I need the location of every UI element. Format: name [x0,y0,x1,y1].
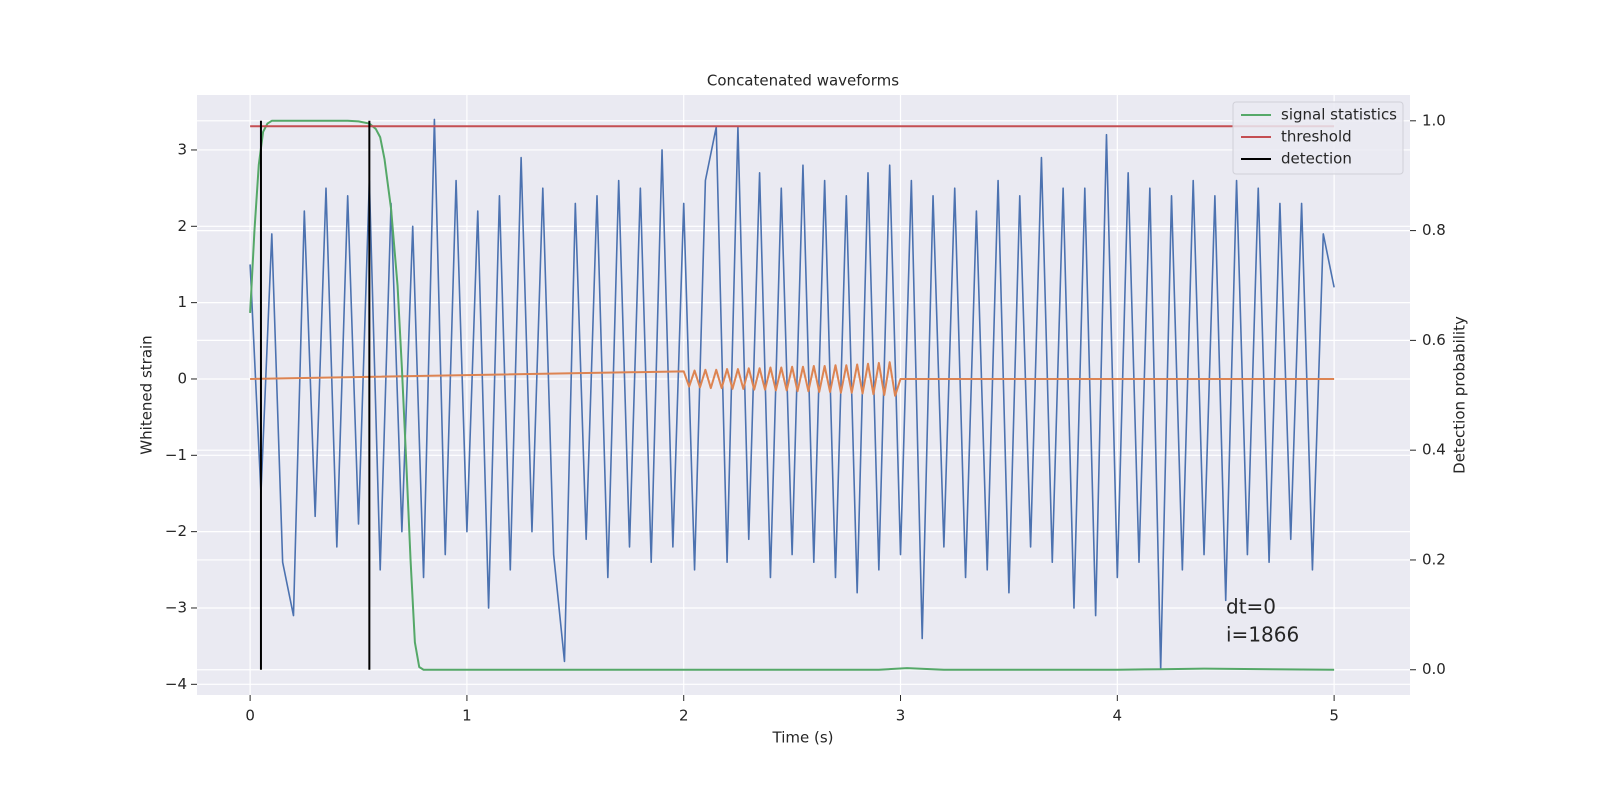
y-tick-label: 2 [177,217,187,235]
legend-label: threshold [1281,128,1352,146]
chart-title: Concatenated waveforms [707,72,899,90]
axes: 0 1 2 3 4 5 −4 −3 −2 −1 0 1 2 3 0.0 0.2 0.4 0.6 0.8 1.0 [165,111,1446,724]
y2-tick-label: 1.0 [1422,111,1446,129]
x-tick-label: 5 [1329,707,1339,725]
annotation: i=1866 [1226,623,1299,647]
y2-axis-label: Detection probability [1451,316,1469,474]
x-tick-label: 1 [462,707,472,725]
y-tick-label: 0 [177,369,187,387]
y2-tick-label: 0.4 [1422,441,1446,459]
series-line [250,361,1335,397]
y2-tick-label: 0.0 [1422,660,1446,678]
x-tick-label: 0 [245,707,255,725]
y-axis-label: Whitened strain [138,335,156,454]
y-tick-label: 1 [177,293,187,311]
x-tick-label: 3 [896,707,906,725]
y-tick-label: −4 [165,675,187,693]
x-tick-label: 2 [679,707,689,725]
y-tick-label: −1 [165,446,187,464]
y-tick-label: 3 [177,140,187,158]
x-axis-label: Time (s) [772,729,834,747]
series-line [249,119,1335,671]
y2-tick-label: 0.6 [1422,331,1446,349]
y-tick-label: −3 [165,598,187,616]
marks [249,118,1335,671]
legend-label: signal statistics [1281,106,1397,124]
series-line [249,118,1335,670]
y2-tick-label: 0.8 [1422,221,1446,239]
legend-label: detection [1281,150,1352,168]
legend: signal statistics threshold detection [1232,101,1404,175]
legend-box [1232,101,1404,175]
y2-tick-label: 0.2 [1422,550,1446,568]
x-tick-label: 4 [1113,707,1123,725]
y-tick-label: −2 [165,522,187,540]
annotation: dt=0 [1226,595,1276,619]
